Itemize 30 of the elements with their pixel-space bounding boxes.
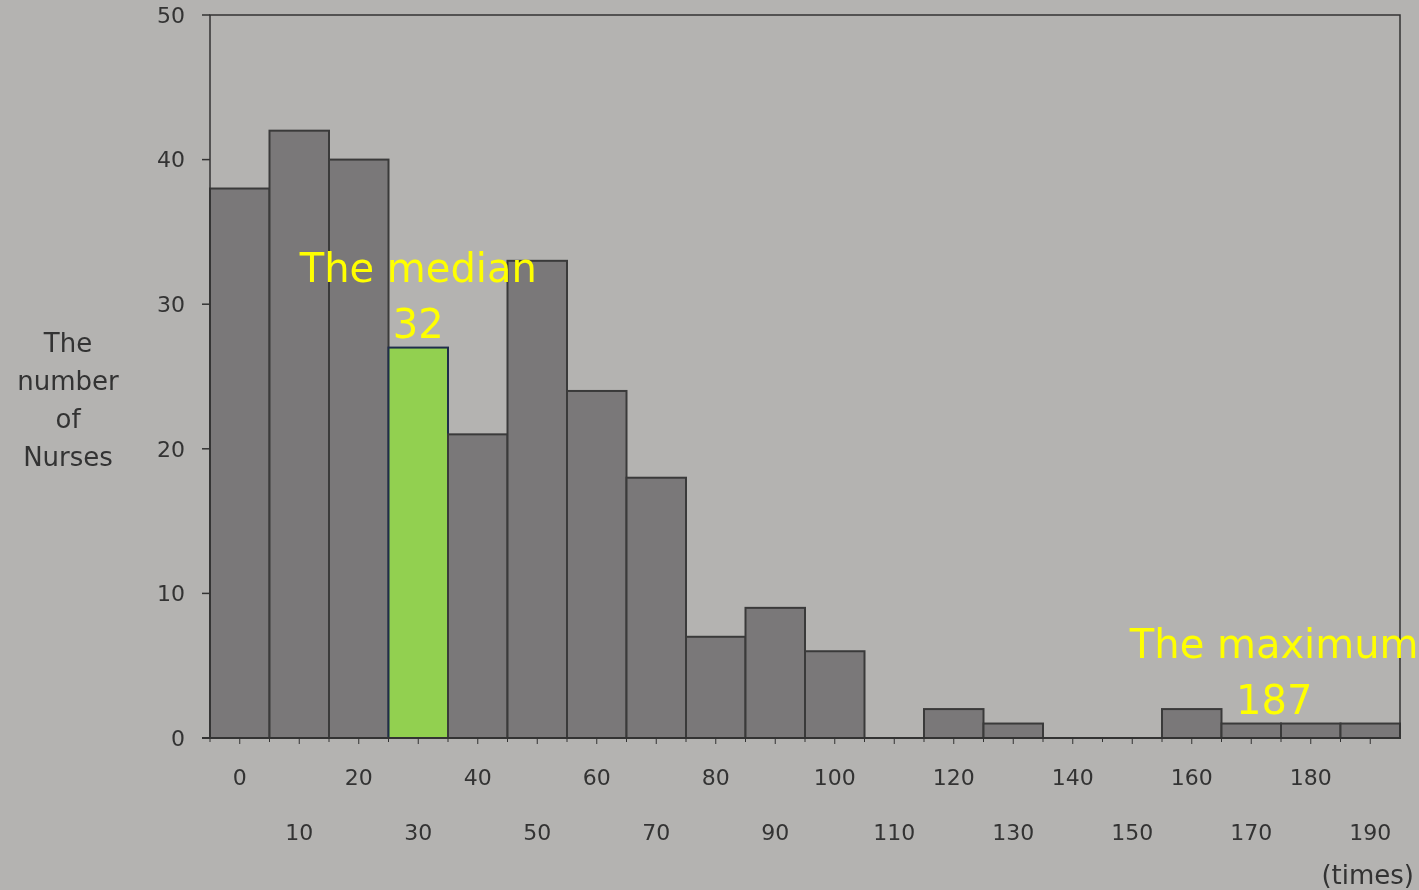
x-tick-label: 160: [1170, 765, 1213, 790]
x-tick-label: 120: [932, 765, 975, 790]
x-tick-label: 10: [285, 820, 314, 845]
x-tick-label: 30: [404, 820, 433, 845]
x-axis-title: (times): [1321, 860, 1414, 890]
y-axis-title: The number of Nurses: [17, 328, 120, 472]
y-tick-label: 40: [157, 147, 185, 173]
x-tick-label: 40: [463, 765, 492, 790]
x-tick-label: 0: [232, 765, 247, 790]
bar: [387, 346, 449, 739]
x-tick-label: 150: [1111, 820, 1154, 845]
x-tick-label: 130: [992, 820, 1035, 845]
y-tick-label: 30: [157, 291, 185, 317]
x-tick-label: 50: [523, 820, 552, 845]
y-tick-label: 20: [157, 436, 185, 462]
x-tick-label: 80: [701, 765, 730, 790]
x-tick-label: 170: [1230, 820, 1273, 845]
x-tick-label: 90: [761, 820, 790, 845]
x-tick-label: 20: [344, 765, 373, 790]
y-tick-label: 50: [157, 2, 185, 28]
x-tick-label: 110: [873, 820, 916, 845]
x-tick-label: 100: [813, 765, 856, 790]
y-tick-label: 10: [157, 581, 185, 607]
x-tick-label: 180: [1289, 765, 1332, 790]
annotation: The maximum 187: [1128, 620, 1419, 723]
x-tick-label: 190: [1349, 820, 1392, 845]
x-tick-label: 70: [642, 820, 671, 845]
x-tick-label: 140: [1051, 765, 1094, 790]
y-tick-label: 0: [171, 725, 185, 751]
x-tick-label: 60: [582, 765, 611, 790]
